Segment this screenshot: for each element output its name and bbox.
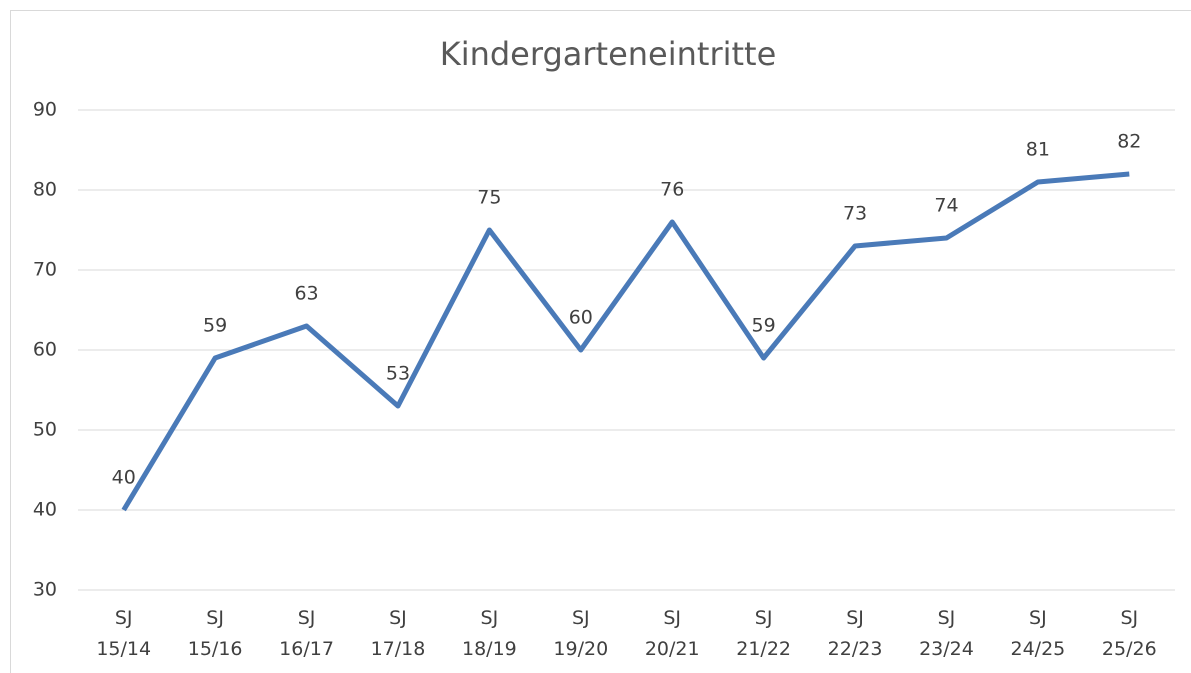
x-tick-label: SJ 19/20 bbox=[553, 607, 608, 660]
y-tick-label: 30 bbox=[33, 579, 57, 601]
x-tick-label: SJ 22/23 bbox=[828, 607, 883, 660]
y-tick-label: 50 bbox=[33, 419, 57, 441]
x-tick-label: SJ 15/16 bbox=[188, 607, 243, 660]
x-tick-label: SJ 24/25 bbox=[1010, 607, 1065, 660]
data-label: 82 bbox=[1117, 131, 1141, 153]
data-label: 74 bbox=[934, 195, 958, 217]
x-tick-label: SJ 20/21 bbox=[645, 607, 700, 660]
y-tick-label: 90 bbox=[33, 99, 57, 121]
y-tick-label: 40 bbox=[33, 499, 57, 521]
y-tick-label: 80 bbox=[33, 179, 57, 201]
data-label: 59 bbox=[203, 315, 227, 337]
x-tick-label: SJ 17/18 bbox=[371, 607, 426, 660]
x-tick-label: SJ 25/26 bbox=[1102, 607, 1157, 660]
x-tick-label: SJ 15/14 bbox=[96, 607, 151, 660]
data-label: 40 bbox=[112, 467, 136, 489]
data-label: 60 bbox=[569, 307, 593, 329]
data-label: 53 bbox=[386, 363, 410, 385]
data-label: 76 bbox=[660, 179, 684, 201]
y-tick-label: 70 bbox=[33, 259, 57, 281]
x-tick-label: SJ 16/17 bbox=[279, 607, 334, 660]
data-label: 75 bbox=[477, 187, 501, 209]
chart-title: Kindergarteneintritte bbox=[440, 35, 777, 73]
x-tick-label: SJ 21/22 bbox=[736, 607, 791, 660]
data-label: 81 bbox=[1026, 139, 1050, 161]
chart-frame bbox=[10, 10, 1191, 673]
data-line bbox=[121, 171, 1130, 512]
x-tick-label: SJ 23/24 bbox=[919, 607, 974, 660]
y-tick-label: 60 bbox=[33, 339, 57, 361]
x-tick-label: SJ 18/19 bbox=[462, 607, 517, 660]
data-label: 73 bbox=[843, 203, 867, 225]
data-label: 63 bbox=[294, 283, 318, 305]
data-label: 59 bbox=[752, 315, 776, 337]
